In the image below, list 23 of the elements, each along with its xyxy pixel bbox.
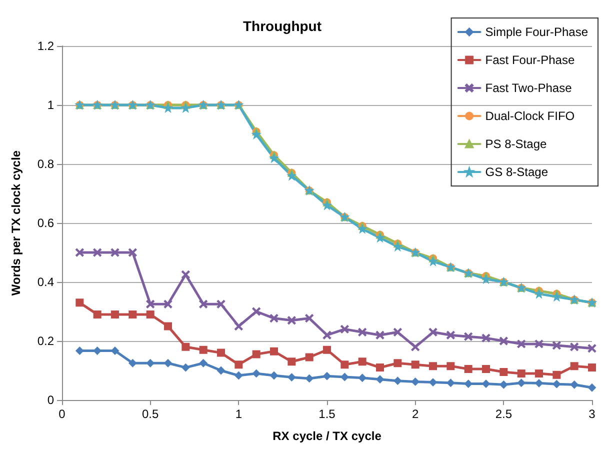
x-tick-label: 1.5 bbox=[318, 407, 336, 421]
y-tick-label: 1.2 bbox=[37, 39, 54, 53]
x-axis-title: RX cycle / TX cycle bbox=[272, 429, 382, 443]
legend-label: Dual-Clock FIFO bbox=[485, 109, 575, 123]
x-tick-label: 0.5 bbox=[142, 407, 159, 421]
y-tick-label: 0.8 bbox=[37, 157, 54, 171]
x-tick-label: 2 bbox=[412, 407, 419, 421]
y-tick-label: 0 bbox=[47, 393, 54, 407]
y-tick-label: 1 bbox=[47, 98, 54, 112]
legend-label: PS 8-Stage bbox=[485, 137, 547, 151]
x-tick-label: 1 bbox=[235, 407, 242, 421]
y-tick-label: 0.4 bbox=[37, 275, 54, 289]
legend-label: GS 8-Stage bbox=[485, 165, 548, 179]
legend-label: Fast Two-Phase bbox=[485, 81, 572, 95]
x-tick-label: 0 bbox=[58, 407, 66, 421]
legend-label: Fast Four-Phase bbox=[485, 53, 575, 67]
y-axis-title: Words per TX clock cycle bbox=[9, 150, 23, 296]
y-tick-label: 0.2 bbox=[37, 334, 54, 348]
x-tick-label: 3 bbox=[588, 407, 596, 421]
legend-label: Simple Four-Phase bbox=[485, 25, 588, 39]
chart-title: Throughput bbox=[243, 18, 322, 34]
x-tick-label: 2.5 bbox=[495, 407, 512, 421]
y-tick-label: 0.6 bbox=[37, 216, 54, 230]
